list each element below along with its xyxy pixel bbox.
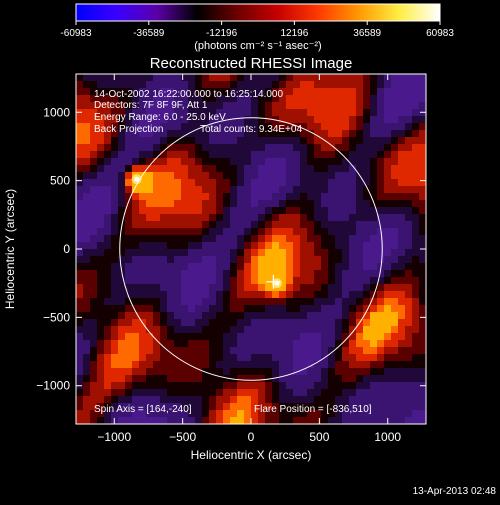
x-tick-label: −1000 — [97, 430, 131, 444]
y-tick-label: 0 — [63, 242, 70, 256]
colorbar-ticks: -60983 -36589 -12196 12196 36589 60983 — [60, 21, 454, 39]
x-tick-label: −500 — [169, 430, 196, 444]
y-tick-label: 500 — [50, 174, 70, 188]
colorbar-units-label: (photons cm⁻² s⁻¹ asec⁻²) — [194, 40, 321, 52]
annotation-detectors: Detectors: 7F 8F 9F, Att 1 — [94, 100, 208, 111]
colorbar-tick-label: -36589 — [133, 28, 165, 39]
colorbar-tick-label: -12196 — [206, 28, 238, 39]
x-tick-label: 500 — [309, 430, 329, 444]
y-tick-label: −500 — [43, 310, 70, 324]
y-axis-label: Heliocentric Y (arcsec) — [3, 189, 17, 309]
solar-limb — [119, 117, 383, 381]
x-tick-label: 0 — [248, 430, 255, 444]
annotation-spin-axis: Spin Axis = [164,-240] — [94, 404, 192, 415]
colorbar-tick-label: 12196 — [280, 28, 308, 39]
crosshair-marker — [266, 274, 281, 289]
chart-title: Reconstructed RHESSI Image — [150, 55, 353, 72]
x-tick-label: 1000 — [374, 430, 401, 444]
annotation-total-counts: Total counts: 9.34E+04 — [200, 124, 302, 135]
footer-timestamp: 13-Apr-2013 02:48 — [413, 486, 497, 497]
colorbar-tick-label: 36589 — [353, 28, 381, 39]
heatmap-image — [76, 74, 426, 424]
annotation-energy: Energy Range: 6.0 - 25.0 keV — [94, 112, 226, 123]
y-tick-label: −1000 — [36, 379, 70, 393]
annotation-time-range: 14-Oct-2002 16:22:00.000 to 16:25:14.000 — [94, 89, 283, 100]
colorbar — [75, 3, 441, 22]
colorbar-tick-label: -60983 — [60, 28, 92, 39]
y-tick-label: 1000 — [43, 105, 70, 119]
annotation-method: Back Projection — [94, 124, 163, 135]
axis-ticks: −1000 −500 0 500 1000 −1000 −500 0 500 1000 — [36, 74, 426, 444]
x-axis-label: Heliocentric X (arcsec) — [191, 448, 312, 462]
annotation-flare-position: Flare Position = [-836,510] — [254, 404, 372, 415]
colorbar-tick-label: 60983 — [426, 28, 454, 39]
